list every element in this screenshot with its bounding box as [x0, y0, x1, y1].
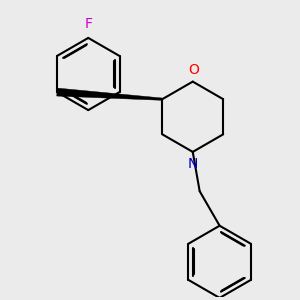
- Text: O: O: [188, 63, 199, 77]
- Polygon shape: [57, 88, 162, 100]
- Text: F: F: [84, 17, 92, 31]
- Text: N: N: [188, 157, 198, 171]
